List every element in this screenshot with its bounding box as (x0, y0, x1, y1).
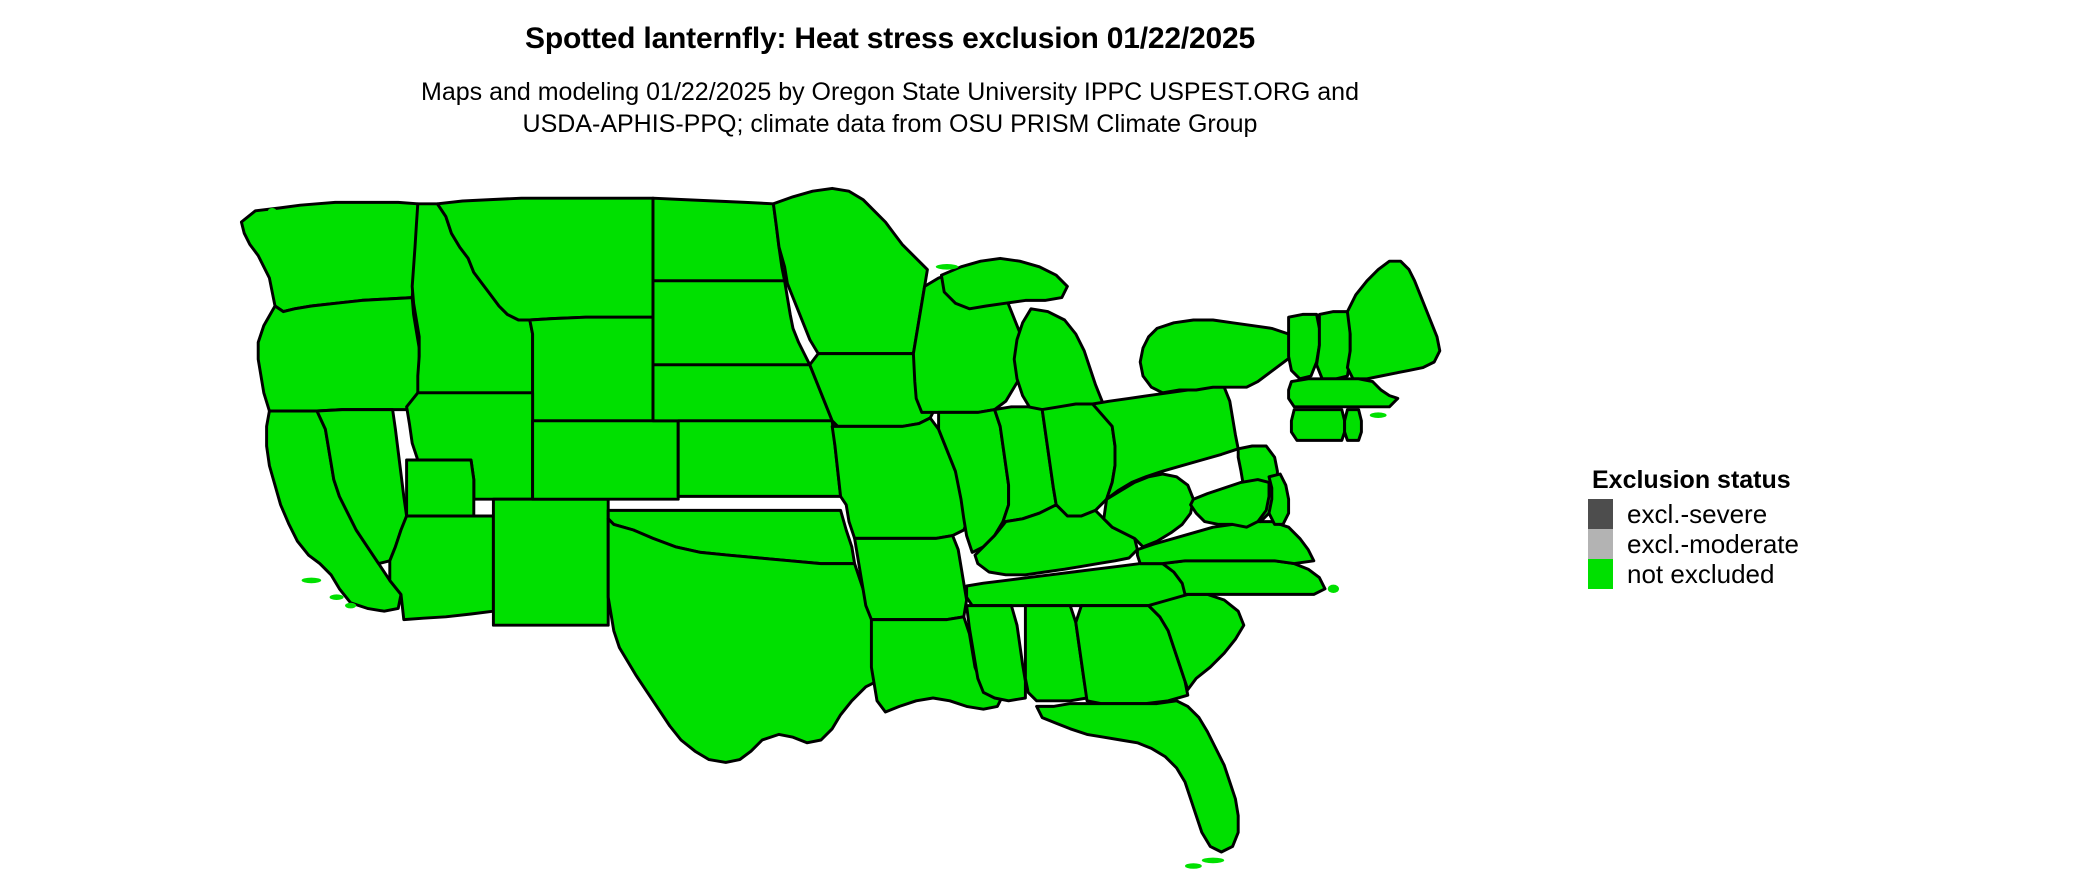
isle-keys-1 (1201, 857, 1225, 864)
legend-label-excl-moderate: excl.-moderate (1627, 529, 1799, 559)
state-VA[interactable] (1135, 520, 1316, 566)
isle-channel-1 (301, 577, 322, 584)
legend-swatch-excl-severe (1588, 499, 1613, 529)
state-NE[interactable] (651, 363, 834, 423)
us-map-svg (239, 186, 1442, 869)
subtitle-line-1: Maps and modeling 01/22/2025 by Oregon S… (421, 78, 1359, 106)
legend-label-excl-severe: excl.-severe (1627, 499, 1768, 529)
state-WY[interactable] (528, 315, 655, 423)
state-MI-up[interactable] (939, 256, 1069, 311)
state-KY[interactable] (973, 503, 1139, 577)
state-OR[interactable] (256, 296, 421, 413)
page-title: Spotted lanternfly: Heat stress exclusio… (525, 22, 1255, 55)
state-AZ-north[interactable] (405, 458, 476, 518)
legend-item-excl-severe[interactable]: excl.-severe (1588, 499, 1888, 529)
state-VT[interactable] (1287, 312, 1321, 381)
state-MA[interactable] (1287, 377, 1400, 409)
isle-channel-2 (329, 594, 344, 600)
state-MD[interactable] (1189, 478, 1271, 529)
state-ND[interactable] (651, 196, 787, 283)
state-NH[interactable] (1315, 310, 1352, 381)
state-CO[interactable] (531, 419, 680, 501)
state-KS[interactable] (676, 419, 843, 498)
page-subtitle: Maps and modeling 01/22/2025 by Oregon S… (0, 76, 1780, 140)
state-NM[interactable] (491, 497, 610, 627)
legend-swatch-excl-moderate (1588, 529, 1613, 559)
isle-outerbanks (1327, 584, 1339, 593)
state-AR[interactable] (853, 534, 969, 622)
map-legend: Exclusion status excl.-severe excl.-mode… (1588, 466, 1888, 589)
isle-keys-2 (1185, 863, 1202, 869)
legend-label-not-excluded: not excluded (1627, 559, 1775, 589)
state-WA[interactable] (239, 200, 420, 314)
legend-rows: excl.-severe excl.-moderate not excluded (1588, 499, 1888, 589)
state-AZ[interactable] (388, 514, 495, 622)
state-AL[interactable] (1023, 604, 1089, 703)
legend-item-not-excluded[interactable]: not excluded (1588, 559, 1888, 589)
legend-item-excl-moderate[interactable]: excl.-moderate (1588, 529, 1888, 559)
state-DE[interactable] (1267, 472, 1291, 526)
state-SD[interactable] (651, 279, 812, 367)
state-TX[interactable] (606, 517, 885, 764)
isle-apostle (935, 264, 959, 270)
state-MS[interactable] (965, 604, 1027, 703)
state-RI[interactable] (1343, 408, 1363, 442)
us-choropleth-map (230, 180, 1580, 880)
state-shapes (239, 186, 1442, 854)
state-CT[interactable] (1289, 408, 1347, 442)
offshore-islands (268, 208, 1387, 869)
state-FL[interactable] (1035, 699, 1240, 854)
state-NY[interactable] (1138, 318, 1299, 395)
subtitle-line-2: USDA-APHIS-PPQ; climate data from OSU PR… (522, 110, 1258, 138)
legend-swatch-not-excluded (1588, 559, 1613, 589)
state-NC[interactable] (1161, 559, 1327, 596)
isle-puget (268, 208, 277, 214)
state-ME[interactable] (1345, 259, 1442, 381)
state-MN[interactable] (771, 186, 929, 356)
isle-channel-3 (345, 602, 357, 609)
legend-title: Exclusion status (1592, 466, 1791, 494)
isle-longisland-tip (1369, 412, 1387, 418)
